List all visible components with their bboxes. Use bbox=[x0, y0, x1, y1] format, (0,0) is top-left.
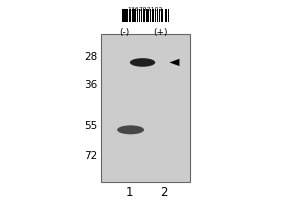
Text: 36: 36 bbox=[85, 80, 98, 90]
Ellipse shape bbox=[117, 125, 144, 134]
Text: (-): (-) bbox=[119, 28, 130, 37]
Bar bbox=[139, 9, 140, 22]
Ellipse shape bbox=[130, 58, 155, 67]
Bar bbox=[134, 9, 136, 22]
Bar bbox=[141, 9, 142, 22]
Bar bbox=[137, 9, 138, 22]
Text: (+): (+) bbox=[153, 28, 168, 37]
Bar bbox=[148, 9, 149, 22]
Bar bbox=[165, 9, 167, 22]
Bar bbox=[155, 9, 156, 22]
Bar bbox=[124, 9, 127, 22]
Text: 28: 28 bbox=[85, 52, 98, 62]
Bar bbox=[129, 9, 131, 22]
Bar bbox=[150, 9, 151, 22]
Bar bbox=[152, 9, 154, 22]
Text: 136792102: 136792102 bbox=[128, 7, 163, 12]
Bar bbox=[146, 9, 147, 22]
Text: 72: 72 bbox=[85, 151, 98, 161]
Bar bbox=[132, 9, 133, 22]
Bar bbox=[122, 9, 124, 22]
Bar bbox=[101, 34, 190, 182]
Bar bbox=[161, 9, 163, 22]
Text: 2: 2 bbox=[160, 186, 167, 199]
Bar bbox=[143, 9, 145, 22]
Text: 1: 1 bbox=[125, 186, 133, 199]
Bar bbox=[159, 9, 160, 22]
Text: 55: 55 bbox=[85, 121, 98, 131]
Bar bbox=[168, 9, 169, 22]
Bar bbox=[157, 9, 158, 22]
Polygon shape bbox=[169, 59, 179, 66]
